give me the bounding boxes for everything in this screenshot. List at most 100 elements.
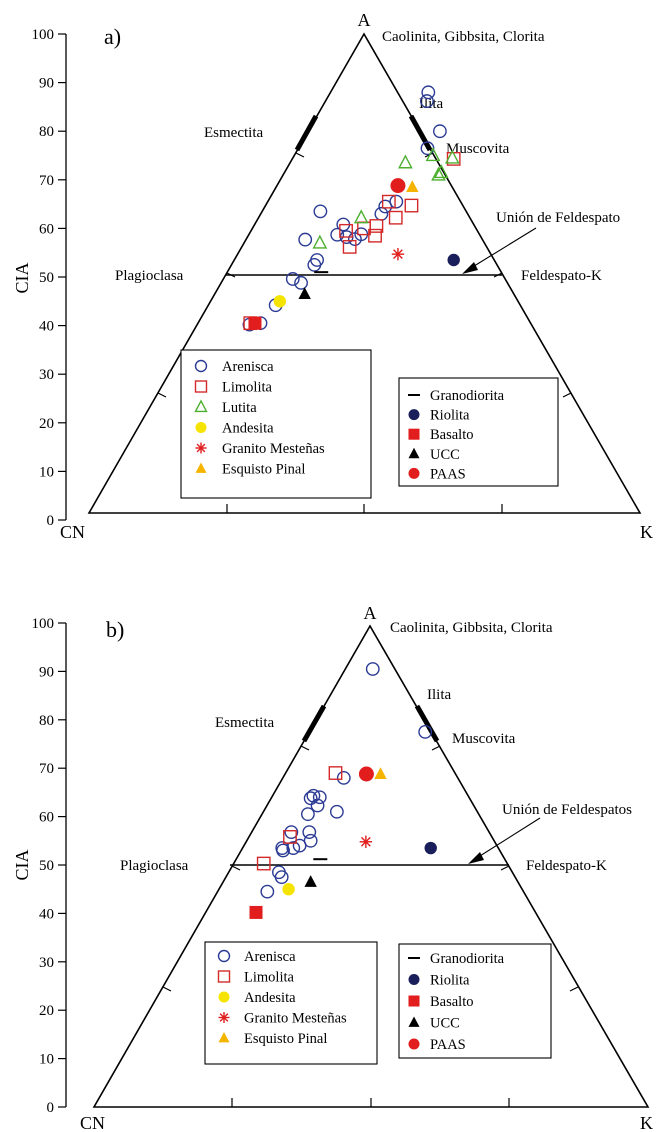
- legend-marker-paas: [408, 1038, 420, 1050]
- data-point-ucc: [304, 875, 317, 887]
- data-point-esquisto-pinal: [374, 767, 387, 779]
- y-tick-label-10: 10: [39, 1052, 54, 1068]
- legend-label-andesita: Andesita: [244, 990, 296, 1006]
- left-side-tick-50: [231, 865, 241, 871]
- legend-label-limolita: Limolita: [222, 380, 273, 396]
- data-point-lutita: [433, 164, 449, 179]
- legend-marker-arenisca: [217, 949, 231, 963]
- mineral-label-kaolinite: Caolinita, Gibbsita, Clorita: [390, 620, 553, 636]
- legend-marker-andesita: [195, 422, 207, 433]
- data-point-limolita: [381, 194, 396, 209]
- y-axis-label: CIA: [12, 263, 32, 294]
- legend-marker-basalto: [408, 995, 420, 1007]
- mineral-label-illite: Ilita: [427, 687, 451, 703]
- right-side-tick-25: [569, 986, 579, 992]
- legend-marker-ucc: [408, 1016, 420, 1027]
- legend-marker-riolita: [408, 974, 420, 985]
- smectite-field-bar: [294, 114, 319, 152]
- data-point-limolita: [328, 766, 343, 780]
- y-tick-label-90: 90: [39, 664, 54, 680]
- data-point-arenisca: [286, 841, 301, 855]
- legend-label-esquisto-pinal: Esquisto Pinal: [244, 1031, 327, 1047]
- data-point-arenisca: [276, 843, 290, 858]
- y-tick-label-30: 30: [39, 367, 54, 383]
- data-point-lutita: [425, 147, 441, 162]
- mineral-label-illite: Ilita: [419, 96, 443, 112]
- data-point-granito-mestenas: [391, 247, 405, 261]
- y-tick-label-50: 50: [39, 270, 54, 286]
- data-point-basalto: [248, 316, 262, 330]
- left-side-tick-75: [300, 745, 310, 751]
- smectite-field-bar: [301, 704, 327, 743]
- legend-marker-paas: [408, 467, 420, 479]
- legend-label-ucc: UCC: [430, 447, 460, 463]
- data-point-arenisca: [420, 94, 434, 108]
- legend-label-riolita: Riolita: [430, 973, 470, 989]
- legend-label-granito-mestenas: Granito Mesteñas: [222, 441, 325, 457]
- y-tick-label-70: 70: [39, 761, 54, 777]
- legend-label-arenisca: Arenisca: [244, 949, 296, 965]
- legend-label-paas: PAAS: [430, 466, 466, 482]
- vertex-cn-label: CN: [60, 522, 85, 542]
- data-point-limolita: [339, 223, 353, 238]
- panel-label: a): [104, 24, 121, 49]
- feldspar-join-label: Unión de Feldespatos: [502, 802, 632, 818]
- y-tick-label-60: 60: [39, 221, 54, 237]
- legend-label-granito-mestenas: Granito Mesteñas: [244, 1011, 347, 1027]
- mineral-label-plagioclase: Plagioclasa: [120, 858, 189, 874]
- y-tick-label-70: 70: [39, 173, 54, 189]
- y-tick-label-90: 90: [39, 76, 54, 92]
- legend-marker-riolita: [408, 409, 420, 421]
- legend-marker-andesita: [218, 991, 230, 1003]
- data-point-granito-mestenas: [359, 835, 373, 848]
- legend-label-lutita: Lutita: [222, 400, 257, 416]
- vertex-k-label: K: [640, 1113, 653, 1132]
- panel-b: 100 90 80 70 60 50 40 30 20 10 0 CIA b) …: [12, 603, 653, 1132]
- data-point-limolita: [256, 856, 271, 871]
- data-point-arenisca: [285, 272, 300, 286]
- legend-label-riolita: Riolita: [430, 408, 470, 424]
- mineral-label-muscovite: Muscovita: [452, 731, 516, 747]
- feldspar-join-arrowhead: [468, 852, 484, 864]
- legend-marker-lutita: [194, 399, 208, 413]
- right-side-tick-75: [431, 745, 441, 751]
- data-point-arenisca: [336, 770, 351, 785]
- legend-label-granodiorita: Granodiorita: [430, 951, 505, 967]
- data-point-arenisca: [432, 124, 447, 139]
- y-tick-label-50: 50: [39, 858, 54, 874]
- data-point-basalto: [249, 905, 263, 919]
- y-tick-label-60: 60: [39, 810, 54, 826]
- legend-label-esquisto-pinal: Esquisto Pinal: [222, 462, 305, 478]
- feldspar-join-arrowhead: [462, 262, 478, 274]
- mineral-label-plagioclase: Plagioclasa: [115, 268, 184, 284]
- mineral-label-smectite: Esmectita: [215, 715, 274, 731]
- data-point-arenisca: [312, 790, 327, 805]
- legend-marker-granito-mestenas: [195, 442, 207, 454]
- mineral-label-muscovite: Muscovita: [446, 141, 510, 157]
- legend-marker-basalto: [408, 428, 420, 440]
- data-point-arenisca: [330, 227, 345, 242]
- legend-marker-arenisca: [194, 359, 208, 373]
- y-tick-label-100: 100: [32, 616, 55, 632]
- legend-label-ucc: UCC: [430, 1016, 460, 1032]
- data-point-arenisca: [260, 884, 275, 899]
- illite-field-bar: [414, 704, 440, 743]
- y-tick-label-40: 40: [39, 319, 54, 335]
- data-point-arenisca: [306, 788, 321, 803]
- mineral-label-smectite: Esmectita: [204, 125, 263, 141]
- legend-b: Arenisca Limolita Andesita Granito Mesteñas…: [217, 949, 505, 1053]
- data-point-arenisca: [310, 253, 324, 267]
- legend-label-andesita: Andesita: [222, 421, 274, 437]
- y-tick-label-30: 30: [39, 955, 54, 971]
- data-point-arenisca: [418, 725, 433, 739]
- legend-left-box: [180, 349, 372, 499]
- legend-label-basalto: Basalto: [430, 994, 474, 1010]
- data-point-limolita: [283, 830, 297, 844]
- mineral-label-kfeldspar: Feldespato-K: [521, 268, 602, 284]
- legend-label-limolita: Limolita: [244, 970, 295, 986]
- right-side-tick-25: [562, 392, 572, 398]
- data-point-arenisca: [303, 791, 318, 806]
- data-point-lutita: [431, 166, 446, 181]
- left-side-tick-25: [162, 986, 172, 992]
